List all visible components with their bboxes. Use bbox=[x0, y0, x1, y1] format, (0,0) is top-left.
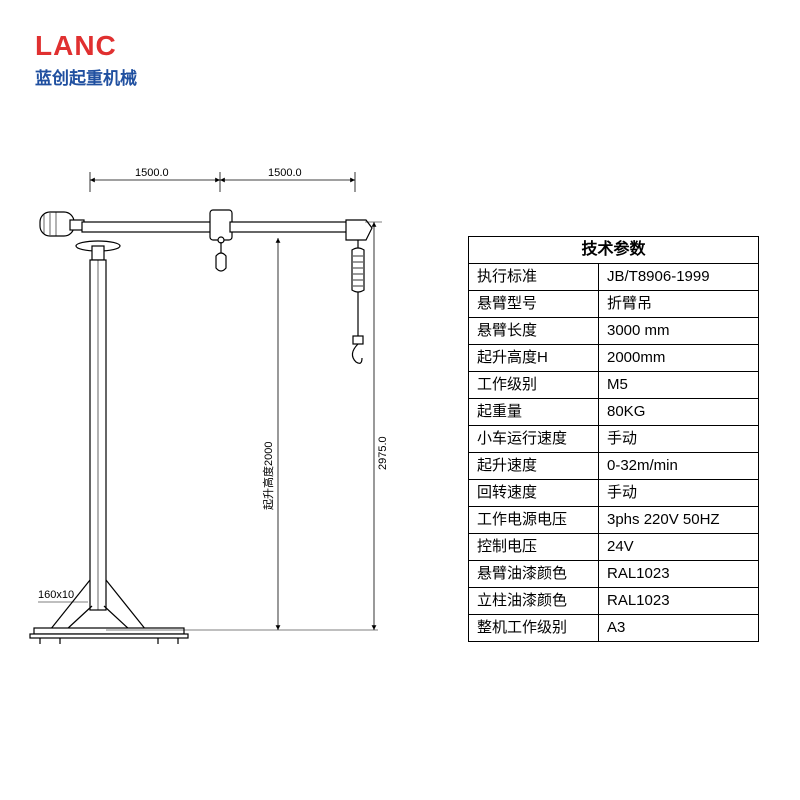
table-row: 工作级别M5 bbox=[469, 372, 759, 399]
table-row: 立柱油漆颜色RAL1023 bbox=[469, 588, 759, 615]
table-row: 回转速度手动 bbox=[469, 480, 759, 507]
table-row: 悬臂长度3000 mm bbox=[469, 318, 759, 345]
dim-col-height: 2975.0 bbox=[377, 436, 389, 470]
table-row: 起重量80KG bbox=[469, 399, 759, 426]
spec-value: JB/T8906-1999 bbox=[599, 264, 759, 291]
spec-label: 小车运行速度 bbox=[469, 426, 599, 453]
spec-value: 折臂吊 bbox=[599, 291, 759, 318]
spec-value: RAL1023 bbox=[599, 561, 759, 588]
spec-value: 3phs 220V 50HZ bbox=[599, 507, 759, 534]
logo-subtitle: 蓝创起重机械 bbox=[35, 64, 137, 89]
dim-top: 1500.0 1500.0 bbox=[90, 167, 355, 192]
spec-label: 悬臂型号 bbox=[469, 291, 599, 318]
table-row: 起升高度H2000mm bbox=[469, 345, 759, 372]
spec-label: 悬臂油漆颜色 bbox=[469, 561, 599, 588]
spec-label: 工作电源电压 bbox=[469, 507, 599, 534]
spec-label: 回转速度 bbox=[469, 480, 599, 507]
dim-base: 160x10 bbox=[38, 589, 74, 601]
spec-label: 工作级别 bbox=[469, 372, 599, 399]
crane-motor bbox=[40, 212, 84, 236]
table-row: 工作电源电压3phs 220V 50HZ bbox=[469, 507, 759, 534]
table-row: 悬臂油漆颜色RAL1023 bbox=[469, 561, 759, 588]
dim-arm2: 1500.0 bbox=[268, 167, 302, 179]
spec-value: 24V bbox=[599, 534, 759, 561]
table-row: 控制电压24V bbox=[469, 534, 759, 561]
table-row: 整机工作级别A3 bbox=[469, 615, 759, 642]
spec-label: 起升高度H bbox=[469, 345, 599, 372]
spec-label: 起重量 bbox=[469, 399, 599, 426]
spec-label: 执行标准 bbox=[469, 264, 599, 291]
spec-value: RAL1023 bbox=[599, 588, 759, 615]
spec-label: 起升速度 bbox=[469, 453, 599, 480]
spec-label: 立柱油漆颜色 bbox=[469, 588, 599, 615]
spec-value: 2000mm bbox=[599, 345, 759, 372]
crane-diagram: 1500.0 1500.0 bbox=[10, 150, 440, 670]
dim-lift-height: 起升高度2000 bbox=[106, 238, 378, 630]
spec-value: 80KG bbox=[599, 399, 759, 426]
table-row: 小车运行速度手动 bbox=[469, 426, 759, 453]
crane-column bbox=[30, 260, 188, 644]
spec-table: 技术参数 执行标准JB/T8906-1999悬臂型号折臂吊悬臂长度3000 mm… bbox=[468, 236, 759, 642]
spec-value: M5 bbox=[599, 372, 759, 399]
spec-value: 0-32m/min bbox=[599, 453, 759, 480]
spec-value: A3 bbox=[599, 615, 759, 642]
column-pivot bbox=[76, 241, 120, 260]
dim-arm1: 1500.0 bbox=[135, 167, 169, 179]
spec-label: 悬臂长度 bbox=[469, 318, 599, 345]
spec-value: 3000 mm bbox=[599, 318, 759, 345]
table-row: 执行标准JB/T8906-1999 bbox=[469, 264, 759, 291]
spec-label: 控制电压 bbox=[469, 534, 599, 561]
table-row: 起升速度0-32m/min bbox=[469, 453, 759, 480]
dim-overall-height: 2975.0 bbox=[365, 222, 389, 630]
spec-value: 手动 bbox=[599, 426, 759, 453]
crane-arm bbox=[82, 210, 372, 363]
dim-lift-label: 起升高度2000 bbox=[261, 442, 275, 510]
spec-label: 整机工作级别 bbox=[469, 615, 599, 642]
spec-title: 技术参数 bbox=[469, 237, 759, 264]
spec-value: 手动 bbox=[599, 480, 759, 507]
logo-brand: LANC bbox=[35, 30, 137, 62]
table-row: 悬臂型号折臂吊 bbox=[469, 291, 759, 318]
logo-block: LANC 蓝创起重机械 bbox=[35, 30, 137, 89]
